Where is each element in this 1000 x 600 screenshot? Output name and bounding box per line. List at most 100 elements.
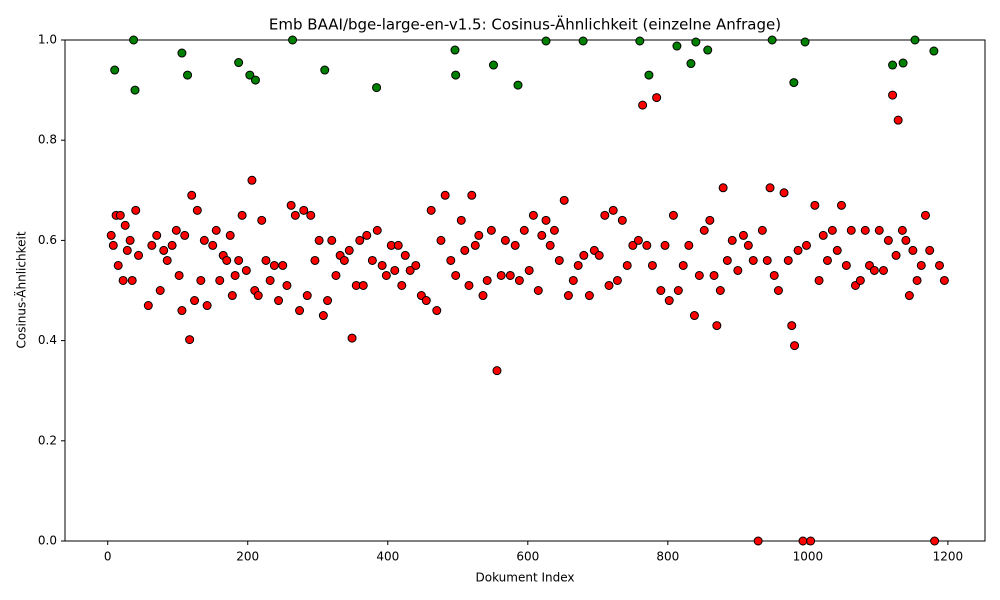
- scatter-point: [196, 275, 206, 285]
- scatter-point: [129, 35, 139, 45]
- scatter-point: [910, 35, 920, 45]
- scatter-point: [712, 321, 722, 331]
- scatter-point: [299, 205, 309, 215]
- scatter-point: [290, 210, 300, 220]
- scatter-point: [505, 270, 515, 280]
- scatter-point: [722, 255, 732, 265]
- scatter-point: [211, 225, 221, 235]
- scatter-point: [320, 65, 330, 75]
- scatter-point: [827, 225, 837, 235]
- scatter-point: [841, 260, 851, 270]
- scatter-point: [344, 245, 354, 255]
- scatter-point: [709, 270, 719, 280]
- scatter-point: [310, 255, 320, 265]
- scatter-point: [738, 230, 748, 240]
- scatter-point: [533, 286, 543, 295]
- scatter-point: [355, 235, 365, 245]
- scatter-point: [705, 215, 715, 225]
- scatter-point: [488, 60, 498, 70]
- scatter-point: [684, 240, 694, 250]
- scatter-point: [440, 190, 450, 200]
- scatter-point: [421, 296, 431, 306]
- scatter-point: [678, 260, 688, 270]
- scatter-point: [783, 255, 793, 265]
- scatter-point: [227, 291, 237, 301]
- scatter-point: [492, 366, 502, 376]
- scatter-point: [916, 260, 926, 270]
- scatter-point: [278, 260, 288, 270]
- scatter-point: [295, 306, 305, 316]
- scatter-point: [125, 235, 135, 245]
- scatter-point: [143, 301, 153, 311]
- scatter-point: [672, 41, 682, 51]
- scatter-point: [110, 65, 120, 75]
- scatter-point: [878, 265, 888, 275]
- scatter-point: [524, 265, 534, 275]
- scatter-point: [215, 275, 225, 285]
- scatter-point: [810, 200, 820, 210]
- scatter-point: [584, 291, 594, 301]
- scatter-point: [500, 235, 510, 245]
- scatter-point: [699, 225, 709, 235]
- scatter-point: [269, 260, 279, 270]
- x-tick-label: 400: [376, 550, 399, 564]
- scatter-point: [451, 70, 461, 80]
- scatter-point: [199, 235, 209, 245]
- scatter-point: [901, 235, 911, 245]
- scatter-point: [446, 255, 456, 265]
- scatter-point: [362, 230, 372, 240]
- scatter-point: [801, 240, 811, 250]
- scatter-point: [106, 230, 116, 240]
- scatter-point: [773, 286, 783, 295]
- scatter-point: [715, 286, 725, 295]
- scatter-point: [372, 225, 382, 235]
- scatter-point: [541, 215, 551, 225]
- scatter-point: [718, 183, 728, 193]
- scatter-point: [180, 230, 190, 240]
- scatter-point: [563, 291, 573, 301]
- scatter-point: [405, 265, 415, 275]
- scatter-point: [608, 205, 618, 215]
- scatter-point: [482, 275, 492, 285]
- scatter-point: [925, 245, 935, 255]
- scatter-point: [134, 250, 144, 260]
- scatter-point: [187, 190, 197, 200]
- scatter-point: [939, 275, 949, 285]
- scatter-point: [814, 275, 824, 285]
- scatter-point: [171, 225, 181, 235]
- scatter-point: [265, 275, 275, 285]
- scatter-point: [733, 265, 743, 275]
- scatter-point: [450, 45, 460, 55]
- scatter-point: [234, 58, 244, 68]
- scatter-point: [622, 260, 632, 270]
- scatter-point: [241, 265, 251, 275]
- scatter-point: [274, 296, 284, 306]
- scatter-point: [691, 37, 701, 47]
- scatter-point: [528, 210, 538, 220]
- scatter-point: [432, 306, 442, 316]
- scatter-point: [314, 235, 324, 245]
- scatter-point: [874, 225, 884, 235]
- scatter-point: [832, 245, 842, 255]
- x-tick-label: 1000: [793, 550, 824, 564]
- y-tick-label: 0.6: [38, 233, 57, 247]
- scatter-point: [147, 240, 157, 250]
- scatter-point: [635, 36, 645, 46]
- scatter-point: [514, 275, 524, 285]
- scatter-point: [478, 291, 488, 301]
- scatter-point: [237, 210, 247, 220]
- scatter-point: [668, 210, 678, 220]
- scatter-point: [656, 286, 666, 295]
- scatter-point: [594, 250, 604, 260]
- scatter-point: [822, 255, 832, 265]
- scatter-point: [288, 35, 298, 45]
- scatter-point: [339, 255, 349, 265]
- scatter-point: [769, 270, 779, 280]
- scatter-point: [230, 270, 240, 280]
- scatter-point: [318, 311, 328, 321]
- x-tick-label: 0: [104, 550, 112, 564]
- scatter-point: [474, 230, 484, 240]
- scatter-point: [470, 240, 480, 250]
- scatter-point: [460, 245, 470, 255]
